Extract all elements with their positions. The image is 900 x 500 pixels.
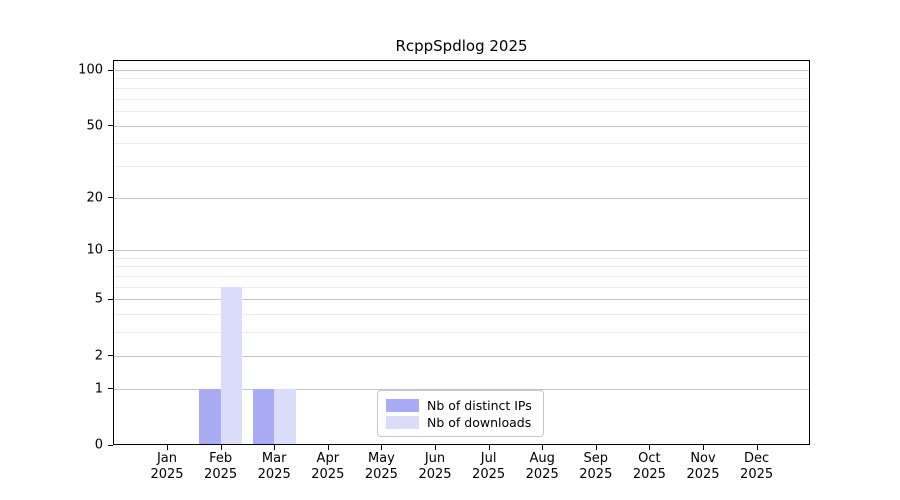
legend-label-distinct-ips: Nb of distinct IPs <box>427 397 532 413</box>
y-tick-label: 0 <box>94 437 103 453</box>
minor-gridline <box>114 276 809 278</box>
legend-swatch-distinct-ips <box>386 398 419 412</box>
bars-layer <box>114 61 809 444</box>
chart-title: RcppSpdlog 2025 <box>395 37 528 55</box>
bar-downloads-mar <box>274 388 296 444</box>
minor-gridline <box>114 257 809 259</box>
x-tick-mark <box>595 445 597 450</box>
bar-distinct-ips-feb <box>199 388 221 444</box>
y-tick-label: 50 <box>86 118 103 134</box>
x-tick-label: Sep 2025 <box>579 451 613 482</box>
minor-gridline <box>114 110 809 112</box>
legend: Nb of distinct IPs Nb of downloads <box>377 390 544 437</box>
major-gridline <box>114 197 809 199</box>
y-tick-mark <box>108 69 113 71</box>
x-tick-label: May 2025 <box>364 451 398 482</box>
legend-item-downloads: Nb of downloads <box>386 414 535 430</box>
y-tick-label: 5 <box>94 291 103 307</box>
y-tick-mark <box>108 249 113 251</box>
major-gridline <box>114 299 809 301</box>
major-gridline <box>114 388 809 390</box>
x-tick-label: Jul 2025 <box>472 451 506 482</box>
y-tick-mark <box>108 197 113 199</box>
x-tick-label: Nov 2025 <box>686 451 720 482</box>
x-tick-mark <box>756 445 758 450</box>
y-tick-label: 10 <box>86 242 103 258</box>
minor-gridline <box>114 78 809 80</box>
minor-gridline <box>114 286 809 288</box>
major-gridline <box>114 70 809 71</box>
plot-area <box>113 60 810 445</box>
y-tick-label: 1 <box>94 381 103 397</box>
minor-gridline <box>114 87 809 89</box>
minor-gridline <box>114 314 809 316</box>
bar-downloads-feb <box>220 286 243 444</box>
y-tick-mark <box>108 355 113 357</box>
x-tick-label: Apr 2025 <box>311 451 345 482</box>
major-gridline <box>114 355 809 357</box>
minor-gridline <box>114 98 809 100</box>
x-tick-mark <box>542 445 544 450</box>
x-tick-label: Oct 2025 <box>632 451 666 482</box>
minor-gridline <box>114 332 809 334</box>
x-tick-mark <box>274 445 276 450</box>
minor-gridline <box>114 143 809 145</box>
y-tick-mark <box>108 125 113 127</box>
x-tick-mark <box>327 445 329 450</box>
minor-gridline <box>114 266 809 268</box>
y-tick-mark <box>108 444 113 446</box>
y-tick-label: 2 <box>94 348 103 364</box>
legend-swatch-downloads <box>386 415 419 429</box>
y-tick-mark <box>108 388 113 390</box>
gridlines-layer <box>114 61 809 444</box>
x-tick-label: Aug 2025 <box>525 451 559 482</box>
y-tick-label: 20 <box>86 190 103 206</box>
x-tick-mark <box>649 445 651 450</box>
major-gridline <box>114 125 809 127</box>
minor-gridline <box>114 165 809 167</box>
x-tick-label: Jan 2025 <box>150 451 184 482</box>
major-gridline <box>114 250 809 252</box>
x-tick-label: Jun 2025 <box>418 451 452 482</box>
x-tick-mark <box>167 445 168 450</box>
x-tick-mark <box>381 445 383 450</box>
legend-label-downloads: Nb of downloads <box>427 414 532 430</box>
x-tick-label: Dec 2025 <box>740 451 774 482</box>
x-tick-mark <box>488 445 490 450</box>
x-tick-mark <box>220 445 222 450</box>
y-tick-mark <box>108 298 113 300</box>
legend-item-distinct-ips: Nb of distinct IPs <box>386 397 535 413</box>
x-tick-label: Feb 2025 <box>204 451 238 482</box>
x-tick-mark <box>703 445 704 450</box>
bar-distinct-ips-mar <box>252 388 275 444</box>
x-tick-label: Mar 2025 <box>257 451 291 482</box>
y-tick-label: 100 <box>78 62 103 78</box>
x-tick-mark <box>435 445 436 450</box>
